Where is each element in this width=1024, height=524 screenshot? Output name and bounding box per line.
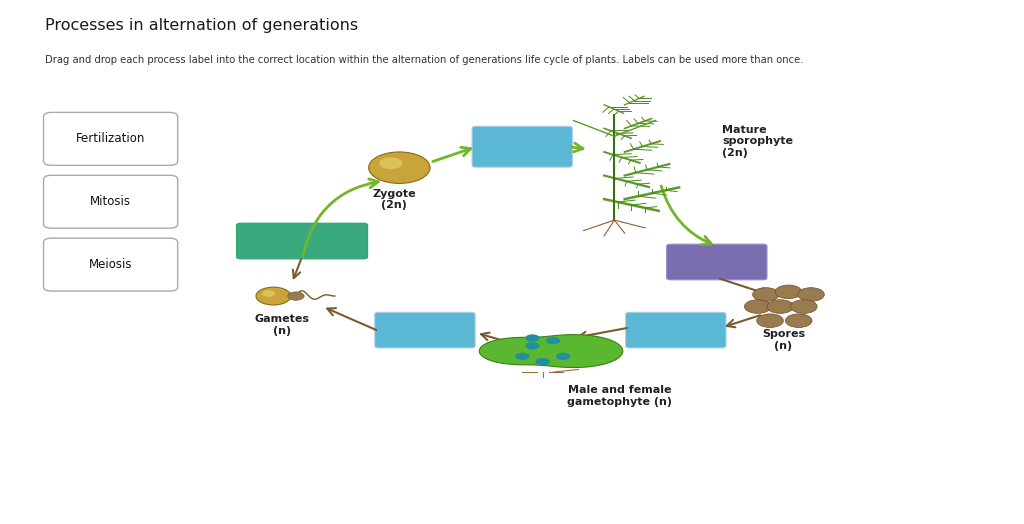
Circle shape [798,288,824,301]
Circle shape [753,288,779,301]
Text: Drag and drop each process label into the correct location within the alternatio: Drag and drop each process label into th… [45,55,804,65]
Polygon shape [479,335,623,367]
Text: Spores
(n): Spores (n) [762,329,805,351]
Circle shape [775,285,802,299]
Circle shape [379,157,402,169]
Circle shape [515,353,529,360]
FancyBboxPatch shape [43,113,178,166]
Circle shape [744,300,771,313]
Text: Meiosis: Meiosis [89,258,132,271]
FancyBboxPatch shape [237,223,368,259]
Text: Zygote
(2n): Zygote (2n) [373,189,416,210]
Text: Gametes
(n): Gametes (n) [254,314,309,336]
Text: Mitosis: Mitosis [90,195,131,208]
Text: Processes in alternation of generations: Processes in alternation of generations [45,18,358,34]
FancyBboxPatch shape [43,175,178,228]
Circle shape [536,358,550,365]
FancyBboxPatch shape [43,238,178,291]
Circle shape [525,334,540,342]
Text: Mature
sporophyte
(2n): Mature sporophyte (2n) [722,125,793,158]
Circle shape [525,342,540,350]
Text: Male and female
gametophyte (n): Male and female gametophyte (n) [567,385,672,407]
Circle shape [785,314,812,328]
FancyBboxPatch shape [472,126,572,167]
Text: Fertilization: Fertilization [76,133,145,145]
Circle shape [288,292,304,300]
Circle shape [256,287,291,305]
Circle shape [369,152,430,183]
FancyBboxPatch shape [667,244,767,280]
Circle shape [546,337,560,344]
Circle shape [791,300,817,313]
Circle shape [556,353,570,360]
Circle shape [262,290,275,297]
Circle shape [767,300,794,313]
FancyBboxPatch shape [375,312,475,348]
Circle shape [757,314,783,328]
FancyBboxPatch shape [626,312,726,348]
